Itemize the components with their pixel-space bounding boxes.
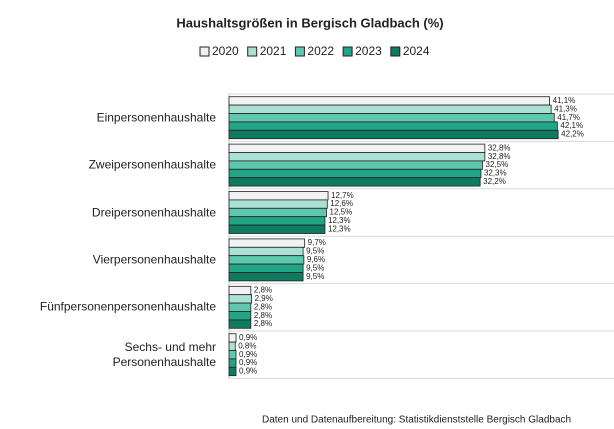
value-label: 9,5% (306, 272, 324, 281)
bar (228, 272, 304, 282)
bar (228, 358, 237, 368)
value-label: 12,5% (330, 208, 353, 217)
bar (228, 350, 237, 360)
value-label: 41,1% (553, 96, 576, 105)
legend-swatch (294, 46, 305, 57)
legend-label: 2024 (403, 44, 430, 58)
bar (228, 143, 486, 153)
legend-swatch (342, 46, 353, 57)
category-label: Vierpersonenhaushalte (92, 252, 216, 267)
value-label: 9,5% (306, 247, 324, 256)
legend-label: 2023 (355, 44, 382, 58)
category-label: Dreipersonenhaushalte (91, 205, 216, 219)
category-label: Einpersonenhaushalte (96, 110, 216, 125)
bar (228, 238, 306, 248)
bar (228, 160, 483, 170)
bar (228, 96, 550, 106)
value-label: 2,8% (254, 302, 272, 311)
source-note: Daten und Datenaufbereitung: Statistikdi… (262, 415, 571, 426)
value-label: 0,9% (239, 358, 257, 367)
bar (228, 224, 326, 234)
bar (228, 199, 328, 209)
bar (228, 341, 236, 351)
bar (228, 294, 253, 304)
bar (228, 246, 304, 257)
value-label: 32,3% (484, 169, 507, 178)
value-label: 32,8% (488, 143, 511, 152)
value-label: 12,7% (331, 191, 354, 200)
bar (228, 285, 252, 296)
value-label: 0,9% (239, 367, 257, 376)
value-label: 0,8% (238, 341, 256, 350)
value-label: 12,6% (330, 199, 353, 208)
value-label: 32,2% (483, 177, 506, 186)
legend-swatch (390, 46, 401, 57)
legend-label: 2021 (260, 44, 287, 58)
value-label: 2,8% (254, 286, 272, 295)
legend-label: 2020 (212, 44, 239, 58)
value-label: 32,5% (486, 160, 509, 169)
legend-label: 2022 (307, 44, 334, 58)
value-label: 2,9% (255, 294, 273, 303)
bar (228, 129, 559, 140)
value-label: 42,1% (560, 121, 583, 130)
bar (228, 104, 552, 114)
category-label: Sechs- und mehr Personenhaushalte (112, 339, 216, 369)
value-label: 9,7% (308, 238, 326, 247)
bar (228, 319, 252, 329)
bar (228, 191, 329, 201)
bar (228, 152, 486, 162)
bar (228, 207, 327, 218)
bar (228, 333, 237, 343)
category-label: Zweipersonenhaushalte (88, 157, 216, 172)
value-label: 32,8% (488, 152, 511, 161)
value-label: 42,2% (561, 130, 584, 139)
legend-swatch (199, 46, 210, 57)
value-label: 0,9% (239, 333, 257, 342)
value-label: 41,3% (554, 104, 577, 113)
value-label: 9,5% (306, 263, 324, 272)
value-label: 2,8% (254, 311, 272, 320)
value-label: 12,3% (328, 224, 351, 233)
value-label: 9,6% (307, 255, 325, 264)
bar (228, 302, 252, 312)
bar (228, 121, 558, 131)
value-label: 0,9% (239, 350, 257, 359)
value-label: 2,8% (254, 319, 272, 328)
value-label: 12,3% (328, 216, 351, 225)
legend-swatch (247, 46, 258, 57)
bar (228, 168, 482, 179)
category-label: Fünfpersonenpersonenhaushalte (39, 299, 216, 314)
value-label: 41,7% (557, 113, 580, 122)
chart-title: Haushaltsgrößen in Bergisch Gladbach (%) (176, 15, 443, 30)
bar (228, 177, 481, 187)
bar (228, 366, 237, 377)
bar (228, 311, 252, 321)
bar (228, 113, 555, 123)
bar (228, 255, 305, 265)
bar (228, 263, 304, 273)
bar (228, 216, 326, 226)
